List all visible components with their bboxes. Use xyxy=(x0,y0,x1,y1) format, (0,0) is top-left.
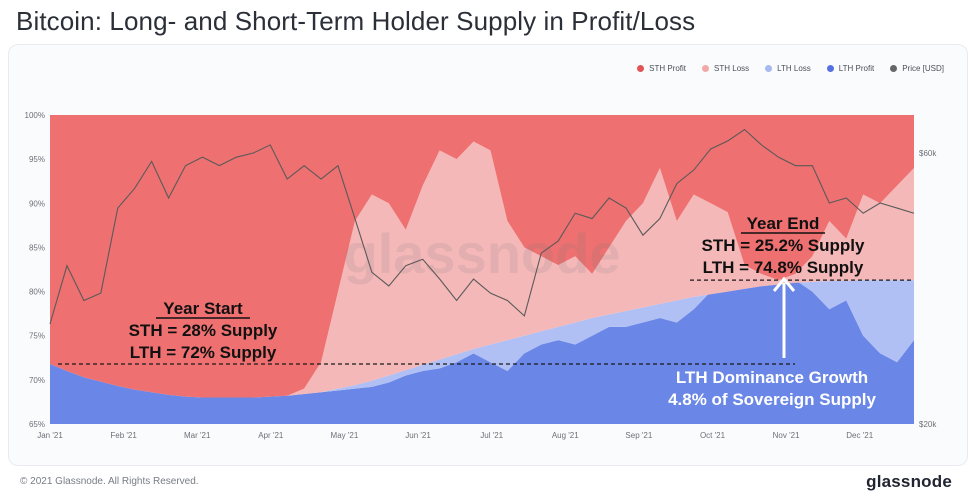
legend-label-sth-profit: STH Profit xyxy=(649,64,687,73)
legend-swatch-lth-loss xyxy=(765,65,773,72)
legend-item-sth-profit[interactable]: STH Profit xyxy=(637,64,686,73)
chart-legend: STH Profit STH Loss LTH Loss LTH Profit … xyxy=(637,64,944,73)
x-tick-label: Oct '21 xyxy=(700,431,726,440)
x-tick-label: Jan '21 xyxy=(37,431,63,440)
legend-swatch-sth-loss xyxy=(702,65,710,72)
copyright-text: © 2021 Glassnode. All Rights Reserved. xyxy=(20,476,199,487)
x-tick-label: Sep '21 xyxy=(625,431,652,440)
legend-swatch-lth-profit xyxy=(826,65,834,72)
legend-swatch-price xyxy=(890,65,898,72)
glassnode-logo: glassnode xyxy=(866,472,952,491)
y-tick-label: 65% xyxy=(29,420,45,429)
growth-line2: 4.8% of Sovereign Supply xyxy=(668,390,876,409)
y-tick-label: 70% xyxy=(29,376,45,385)
x-tick-label: Apr '21 xyxy=(258,431,284,440)
legend-item-lth-profit[interactable]: LTH Profit xyxy=(826,64,875,73)
x-tick-label: Jul '21 xyxy=(480,431,503,440)
legend-swatch-sth-profit xyxy=(637,65,645,72)
y-tick-label: 100% xyxy=(25,111,45,120)
x-tick-label: Dec '21 xyxy=(846,431,873,440)
year-end-heading: Year End xyxy=(747,214,820,233)
legend-item-price[interactable]: Price [USD] xyxy=(890,64,944,73)
legend-label-lth-profit: LTH Profit xyxy=(838,64,875,73)
x-tick-label: Jun '21 xyxy=(405,431,431,440)
x-tick-label: Aug '21 xyxy=(552,431,579,440)
lth-loss-area xyxy=(50,280,914,398)
legend-label-sth-loss: STH Loss xyxy=(714,64,750,73)
sth-profit-area xyxy=(50,115,914,398)
legend-label-price: Price [USD] xyxy=(902,64,944,73)
growth-arrow-head xyxy=(772,276,796,292)
watermark: glassnode xyxy=(344,222,621,285)
year-end-lth: LTH = 74.8% Supply xyxy=(703,258,864,277)
legend-item-lth-loss[interactable]: LTH Loss xyxy=(765,64,811,73)
x-tick-label: May '21 xyxy=(331,431,359,440)
y-tick-label: 95% xyxy=(29,155,45,164)
growth-line1: LTH Dominance Growth xyxy=(676,368,868,387)
legend-label-lth-loss: LTH Loss xyxy=(777,64,811,73)
year-start-lth: LTH = 72% Supply xyxy=(130,343,277,362)
y-tick-label: 75% xyxy=(29,332,45,341)
y2-tick-label: $60k xyxy=(919,149,937,158)
y-tick-label: 80% xyxy=(29,288,45,297)
year-start-heading: Year Start xyxy=(163,299,243,318)
y2-tick-label: $20k xyxy=(919,420,937,429)
x-tick-label: Nov '21 xyxy=(773,431,800,440)
year-start-sth: STH = 28% Supply xyxy=(129,321,278,340)
price-line xyxy=(49,128,915,325)
x-tick-label: Mar '21 xyxy=(184,431,211,440)
chart-svg: glassnode 65% 70% 75% 80% 85% 90% 95% 100% $20k $6… xyxy=(25,111,938,440)
sth-loss-area xyxy=(50,141,914,398)
x-tick-label: Feb '21 xyxy=(110,431,137,440)
y-tick-label: 85% xyxy=(29,243,45,252)
lth-profit-area xyxy=(50,280,914,424)
legend-item-sth-loss[interactable]: STH Loss xyxy=(702,64,749,73)
y-tick-label: 90% xyxy=(29,199,45,208)
chart-title: Bitcoin: Long- and Short-Term Holder Sup… xyxy=(16,6,696,36)
year-end-sth: STH = 25.2% Supply xyxy=(702,236,866,255)
